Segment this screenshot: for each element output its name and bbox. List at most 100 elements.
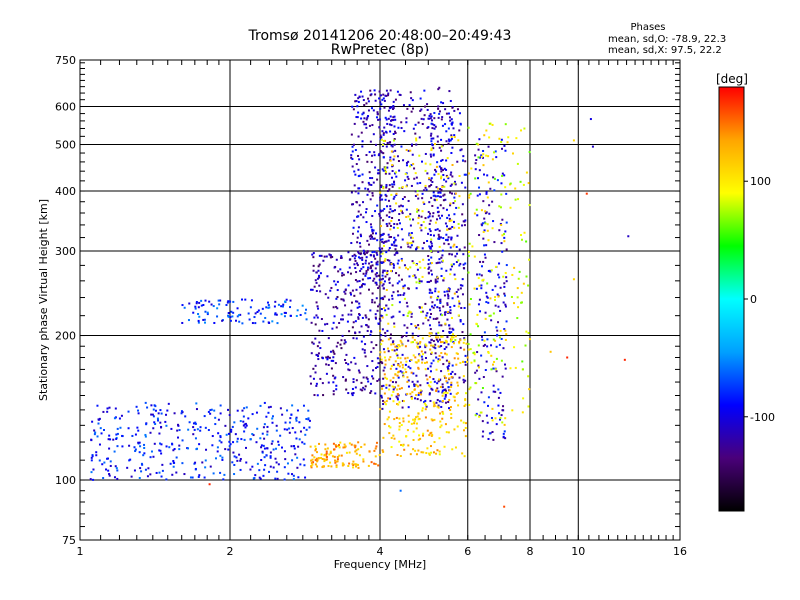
echo-point — [285, 298, 288, 301]
echo-point — [316, 345, 319, 348]
echo-point — [398, 387, 401, 390]
echo-point — [517, 198, 520, 201]
echo-point — [482, 164, 485, 167]
echo-point — [430, 269, 433, 272]
echo-point — [233, 421, 236, 424]
echo-point — [384, 363, 387, 366]
echo-point — [326, 322, 329, 325]
echo-point — [391, 183, 394, 186]
echo-point — [430, 155, 433, 158]
echo-point — [430, 122, 433, 125]
echo-point — [159, 421, 162, 424]
echo-point — [435, 198, 438, 201]
echo-point — [298, 421, 301, 424]
echo-point — [421, 337, 424, 340]
echo-point — [498, 229, 501, 232]
echo-point — [335, 345, 338, 348]
echo-point — [367, 288, 370, 291]
echo-point — [341, 318, 344, 321]
echo-point — [447, 243, 450, 246]
echo-point — [395, 202, 398, 205]
echo-point — [372, 181, 375, 184]
echo-point — [379, 319, 382, 322]
echo-point — [439, 378, 442, 381]
echo-point — [478, 414, 481, 417]
echo-point — [442, 305, 445, 308]
echo-point — [382, 298, 385, 301]
echo-point — [395, 251, 398, 254]
echo-point — [410, 244, 413, 247]
echo-point — [422, 201, 425, 204]
echo-point — [385, 313, 388, 316]
echo-point — [447, 297, 450, 300]
echo-point — [382, 219, 385, 222]
echo-point — [487, 239, 490, 242]
echo-point — [335, 388, 338, 391]
echo-point — [396, 290, 399, 293]
echo-point — [525, 240, 528, 243]
echo-point — [324, 458, 327, 461]
echo-point — [382, 261, 385, 264]
echo-point — [217, 432, 220, 435]
echo-point — [437, 290, 440, 293]
echo-point — [437, 406, 440, 409]
x-tick-label: 6 — [464, 545, 471, 558]
echo-point — [445, 341, 448, 344]
echo-point — [413, 388, 416, 391]
echo-point — [401, 186, 404, 189]
echo-point — [315, 289, 318, 292]
echo-point — [262, 426, 265, 429]
echo-point — [319, 347, 322, 350]
echo-point — [279, 407, 282, 410]
echo-point — [474, 168, 477, 171]
echo-point — [339, 268, 342, 271]
echo-point — [417, 449, 420, 452]
echo-point — [444, 391, 447, 394]
echo-point — [256, 311, 259, 314]
echo-point — [419, 266, 422, 269]
echo-point — [494, 304, 497, 307]
echo-point — [495, 423, 498, 426]
echo-point — [485, 301, 488, 304]
echo-point — [435, 186, 438, 189]
echo-point — [504, 123, 507, 126]
echo-point — [459, 346, 462, 349]
echo-point — [394, 130, 397, 133]
echo-point — [406, 376, 409, 379]
echo-point — [219, 454, 222, 457]
echo-point — [406, 380, 409, 383]
echo-point — [442, 199, 445, 202]
echo-point — [445, 112, 448, 115]
echo-point — [482, 237, 485, 240]
echo-point — [498, 205, 501, 208]
echo-point — [342, 463, 345, 466]
echo-point — [369, 177, 372, 180]
echo-point — [397, 364, 400, 367]
echo-point — [414, 397, 417, 400]
echo-point — [390, 436, 393, 439]
echo-point — [382, 450, 385, 453]
echo-point — [442, 392, 445, 395]
echo-point — [453, 109, 456, 112]
echo-point — [390, 243, 393, 246]
echo-point — [146, 475, 149, 478]
echo-point — [214, 423, 217, 426]
echo-point — [408, 232, 411, 235]
echo-point — [152, 427, 155, 430]
echo-point — [276, 470, 279, 473]
echo-point — [362, 201, 365, 204]
echo-point — [489, 187, 492, 190]
echo-point — [421, 310, 424, 313]
colorbar-tick-label: 0 — [750, 293, 757, 306]
echo-point — [394, 373, 397, 376]
echo-point — [424, 169, 427, 172]
echo-point — [435, 165, 438, 168]
echo-point — [361, 389, 364, 392]
echo-point — [405, 266, 408, 269]
echo-point — [436, 135, 439, 138]
echo-point — [160, 452, 163, 455]
echo-point — [503, 423, 506, 426]
echo-point — [333, 266, 336, 269]
echo-point — [451, 265, 454, 268]
echo-point — [348, 442, 351, 445]
